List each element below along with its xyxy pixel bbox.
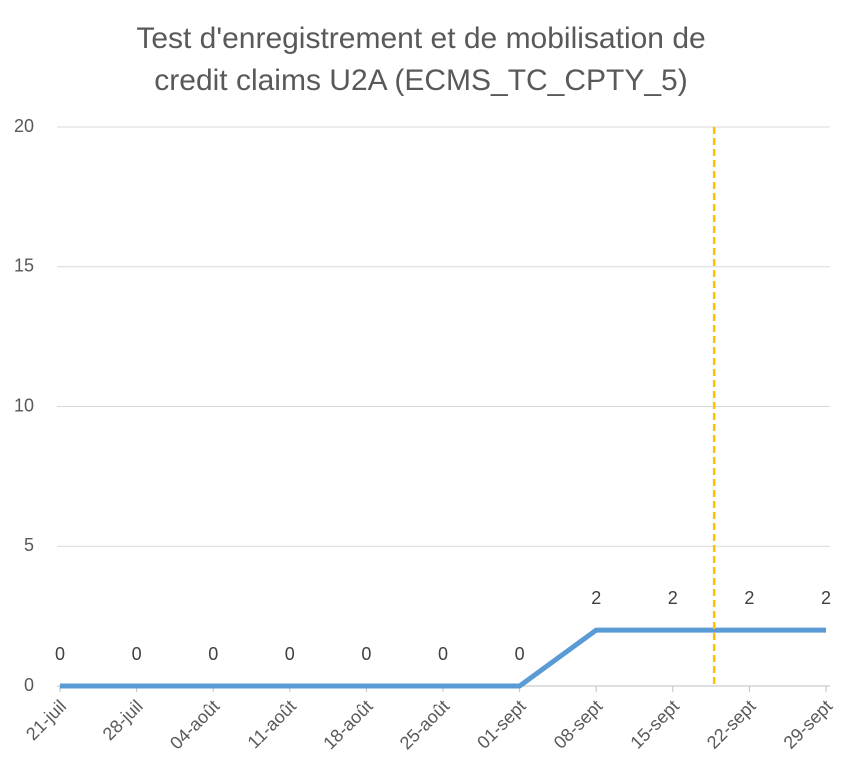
chart-title: credit claims U2A (ECMS_TC_CPTY_5) (154, 64, 687, 97)
x-tick-label: 04-août (166, 696, 223, 753)
y-tick-label: 5 (24, 535, 34, 555)
y-tick-label: 10 (14, 395, 34, 415)
data-label: 2 (668, 588, 678, 608)
y-tick-label: 0 (24, 675, 34, 695)
x-tick-label: 25-août (396, 696, 453, 753)
x-tick-label: 15-sept (626, 696, 683, 753)
data-label: 0 (515, 644, 525, 664)
x-tick-label: 21-juil (22, 696, 70, 744)
data-label: 0 (55, 644, 65, 664)
x-tick-label: 22-sept (703, 696, 760, 753)
chart-title: Test d'enregistrement et de mobilisation… (136, 22, 705, 55)
x-tick-label: 28-juil (99, 696, 147, 744)
data-label: 0 (361, 644, 371, 664)
data-label: 0 (285, 644, 295, 664)
y-tick-label: 20 (14, 116, 34, 136)
line-series (60, 627, 826, 689)
data-label: 0 (132, 644, 142, 664)
data-label: 2 (591, 588, 601, 608)
x-tick-label: 11-août (244, 696, 300, 752)
data-label: 0 (438, 644, 448, 664)
data-label: 2 (821, 588, 831, 608)
x-tick-label: 18-août (319, 696, 376, 753)
x-tick-label: 08-sept (550, 696, 607, 753)
data-label: 0 (208, 644, 218, 664)
x-tick-label: 29-sept (780, 696, 837, 753)
y-tick-label: 15 (14, 256, 34, 276)
data-label: 2 (744, 588, 754, 608)
x-tick-label: 01-sept (473, 696, 530, 753)
